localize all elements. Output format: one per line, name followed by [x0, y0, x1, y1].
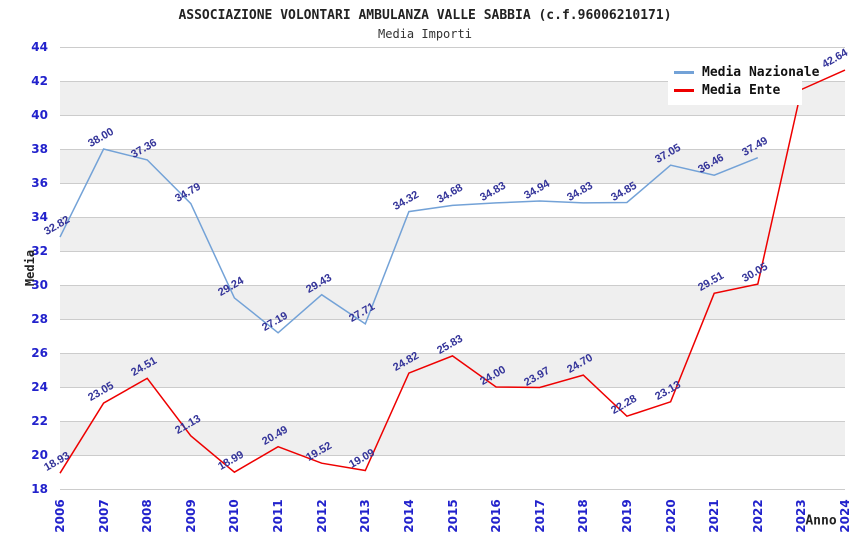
- x-tick-label: 2013: [358, 499, 373, 533]
- gridline: [60, 251, 845, 252]
- x-tick-label: 2014: [401, 499, 416, 533]
- y-axis-title: Media: [23, 249, 37, 287]
- y-tick-label: 26: [31, 346, 48, 360]
- y-tick-label: 38: [31, 142, 48, 156]
- x-tick-label: 2017: [532, 499, 547, 533]
- plot-band: [60, 217, 845, 251]
- chart-title: ASSOCIAZIONE VOLONTARI AMBULANZA VALLE S…: [178, 8, 672, 23]
- plot-area: [60, 47, 845, 490]
- y-tick-label: 44: [31, 40, 48, 54]
- y-tick-label: 30: [31, 278, 48, 292]
- series-line-media-ente: [59, 69, 846, 474]
- y-tick-label: 28: [31, 312, 48, 326]
- plot-band: [60, 455, 845, 489]
- y-tick-label: 34: [31, 210, 48, 224]
- x-tick-label: 2006: [53, 499, 67, 533]
- y-tick-label: 24: [31, 380, 48, 394]
- series-line-media-nazionale: [59, 148, 759, 334]
- legend-item-media-nazionale: Media Nazionale: [674, 63, 819, 81]
- gridline: [60, 183, 845, 184]
- plot-band: [60, 115, 845, 149]
- legend-item-media-ente: Media Ente: [674, 81, 794, 99]
- y-tick-label: 40: [31, 108, 48, 122]
- legend-label-media-nazionale: Media Nazionale: [702, 64, 820, 80]
- y-tick-label: 32: [31, 244, 48, 258]
- chart-subtitle: Media Importi: [378, 27, 472, 41]
- legend: Media Nazionale Media Ente: [668, 57, 819, 105]
- x-tick-label: 2021: [707, 499, 722, 533]
- x-tick-label: 2009: [183, 499, 198, 533]
- x-axis-title: Anno: [805, 513, 837, 529]
- x-tick-label: 2018: [576, 499, 591, 533]
- gridline: [60, 81, 845, 82]
- x-tick-label: 2012: [314, 499, 329, 533]
- x-tick-label: 2010: [227, 499, 242, 533]
- gridline: [60, 455, 845, 456]
- x-tick-label: 2022: [750, 499, 765, 533]
- plot-band: [60, 183, 845, 217]
- y-tick-label: 18: [31, 482, 48, 496]
- plot-band: [60, 387, 845, 421]
- y-tick-label: 22: [31, 414, 48, 428]
- x-tick-label: 2015: [445, 499, 460, 533]
- gridline: [60, 489, 845, 490]
- gridline: [60, 285, 845, 286]
- x-tick-label: 2008: [140, 499, 155, 533]
- x-tick-label: 2024: [838, 499, 850, 533]
- gridline: [60, 353, 845, 354]
- y-tick-label: 36: [31, 176, 48, 190]
- x-tick-label: 2011: [271, 499, 286, 533]
- legend-swatch-media-ente: [674, 88, 694, 92]
- legend-swatch-media-nazionale: [674, 70, 694, 74]
- legend-label-media-ente: Media Ente: [702, 82, 781, 98]
- y-tick-label: 20: [31, 448, 48, 462]
- y-tick-label: 42: [31, 74, 48, 88]
- gridline: [60, 149, 845, 150]
- gridline: [60, 387, 845, 388]
- x-tick-label: 2019: [619, 499, 634, 533]
- plot-band: [60, 285, 845, 319]
- x-tick-label: 2020: [663, 499, 678, 533]
- gridline: [60, 421, 845, 422]
- plot-band: [60, 251, 845, 285]
- gridline: [60, 47, 845, 48]
- gridline: [60, 217, 845, 218]
- plot-band: [60, 319, 845, 353]
- gridline: [60, 115, 845, 116]
- plot-band: [60, 353, 845, 387]
- x-tick-label: 2007: [96, 499, 111, 533]
- plot-band: [60, 421, 845, 455]
- plot-band: [60, 149, 845, 183]
- x-tick-label: 2016: [489, 499, 504, 533]
- gridline: [60, 319, 845, 320]
